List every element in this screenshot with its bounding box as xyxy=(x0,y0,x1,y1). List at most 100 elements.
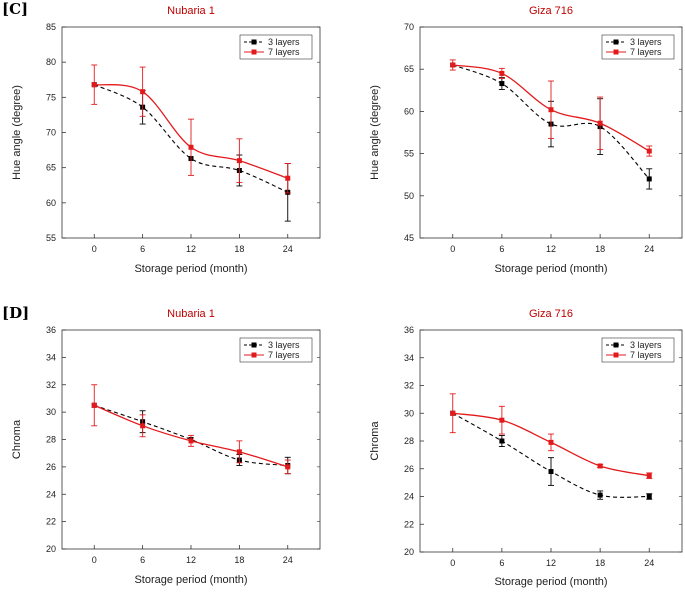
data-point xyxy=(499,438,505,444)
data-point xyxy=(236,449,242,455)
chart-3: Nubaria 1 20 22 24 26 28 30 32 34 36 0 6 12 18 24 Stora… xyxy=(11,308,321,586)
x-tick-label: 0 xyxy=(450,244,455,254)
legend-label: 3 layers xyxy=(630,340,662,350)
series-1 xyxy=(450,410,653,500)
legend-label: 7 layers xyxy=(268,350,300,360)
y-tick-label: 80 xyxy=(46,57,56,67)
data-point xyxy=(597,120,603,126)
y-tick-label: 65 xyxy=(46,163,56,173)
y-tick-label: 70 xyxy=(46,128,56,138)
chart-1: Nubaria 1 55 60 65 70 75 80 85 0 6 12 18 24 Storage p… xyxy=(11,5,321,275)
y-tick-label: 36 xyxy=(46,325,56,335)
legend-label: 3 layers xyxy=(268,37,300,47)
data-point xyxy=(646,473,652,479)
x-tick-label: 18 xyxy=(234,244,244,254)
x-tick-label: 6 xyxy=(499,244,504,254)
x-tick-label: 12 xyxy=(186,555,196,565)
series-2 xyxy=(449,393,653,479)
x-tick-label: 0 xyxy=(92,244,97,254)
series-2 xyxy=(91,384,291,475)
legend-swatch-marker xyxy=(251,49,257,55)
legend-swatch-marker xyxy=(613,352,619,358)
y-tick-label: 75 xyxy=(46,92,56,102)
legend-swatch-marker xyxy=(251,352,257,358)
data-point xyxy=(188,438,194,444)
y-tick-label: 22 xyxy=(46,517,56,527)
y-tick-label: 20 xyxy=(404,547,414,557)
legend-box xyxy=(601,34,675,60)
y-axis-label: Chroma xyxy=(11,419,23,459)
series-2 xyxy=(91,64,291,194)
series-line xyxy=(94,84,288,193)
legend-swatch-marker xyxy=(613,39,619,45)
data-point xyxy=(597,463,603,469)
data-point xyxy=(499,81,505,87)
data-point xyxy=(499,417,505,423)
y-tick-label: 24 xyxy=(46,489,56,499)
y-tick-label: 30 xyxy=(404,408,414,418)
chart-title: Nubaria 1 xyxy=(167,5,215,17)
data-point xyxy=(548,469,554,475)
x-tick-label: 18 xyxy=(595,558,605,568)
x-axis-label: Storage period (month) xyxy=(494,263,607,275)
x-tick-label: 24 xyxy=(644,558,654,568)
legend-box xyxy=(601,337,675,363)
y-tick-label: 55 xyxy=(46,233,56,243)
y-tick-label: 24 xyxy=(404,492,414,502)
data-point xyxy=(646,176,652,182)
x-tick-label: 0 xyxy=(450,558,455,568)
y-axis-label: Hue angle (degree) xyxy=(11,85,23,180)
y-tick-label: 50 xyxy=(404,191,414,201)
y-axis-label: Chroma xyxy=(369,421,381,461)
data-point xyxy=(140,89,146,95)
y-tick-label: 26 xyxy=(404,464,414,474)
legend-label: 3 layers xyxy=(630,37,662,47)
chart-2: Giza 716 45 50 55 60 65 70 0 6 12 18 24 Storage peri… xyxy=(369,5,683,275)
y-tick-label: 60 xyxy=(46,198,56,208)
panel-label-c: [C] xyxy=(2,0,28,18)
panel-label-d: [D] xyxy=(2,304,29,322)
y-tick-label: 22 xyxy=(404,519,414,529)
data-point xyxy=(646,148,652,154)
y-axis-label: Hue angle (degree) xyxy=(369,85,381,180)
data-point xyxy=(285,175,291,181)
series-2 xyxy=(449,59,653,157)
y-tick-label: 45 xyxy=(404,233,414,243)
x-tick-label: 24 xyxy=(644,244,654,254)
x-axis-label: Storage period (month) xyxy=(134,574,247,586)
series-line xyxy=(94,404,288,467)
data-point xyxy=(285,464,291,470)
series-line xyxy=(452,64,650,180)
x-tick-label: 24 xyxy=(283,555,293,565)
x-tick-label: 6 xyxy=(140,244,145,254)
x-tick-label: 6 xyxy=(140,555,145,565)
legend-label: 7 layers xyxy=(630,47,662,57)
legend-swatch-marker xyxy=(251,39,257,45)
chart-4: Giza 716 20 22 24 26 28 30 32 34 36 0 6 12 18 24 Storag… xyxy=(369,308,683,588)
y-tick-label: 32 xyxy=(404,381,414,391)
y-tick-label: 70 xyxy=(404,22,414,32)
y-tick-label: 85 xyxy=(46,22,56,32)
y-tick-label: 55 xyxy=(404,149,414,159)
data-point xyxy=(548,107,554,113)
legend-swatch-marker xyxy=(613,342,619,348)
data-point xyxy=(450,410,456,416)
data-point xyxy=(91,402,97,408)
legend-box xyxy=(239,337,313,363)
data-point xyxy=(188,144,194,150)
y-tick-label: 20 xyxy=(46,544,56,554)
x-tick-label: 24 xyxy=(283,244,293,254)
x-tick-label: 18 xyxy=(234,555,244,565)
x-tick-label: 12 xyxy=(186,244,196,254)
x-axis-label: Storage period (month) xyxy=(134,263,247,275)
data-point xyxy=(646,494,652,499)
data-point xyxy=(499,70,505,76)
y-tick-label: 36 xyxy=(404,325,414,335)
y-tick-label: 34 xyxy=(404,353,414,363)
x-tick-label: 12 xyxy=(546,558,556,568)
